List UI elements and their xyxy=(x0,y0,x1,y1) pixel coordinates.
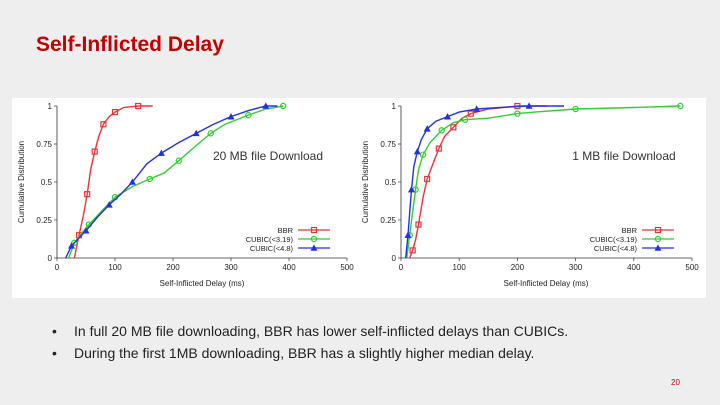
bullet-item: • During the first 1MB downloading, BBR h… xyxy=(52,342,568,364)
legend-label: BBR xyxy=(622,226,638,235)
y-axis-label: Cumulative Distribution xyxy=(361,141,370,223)
data-point xyxy=(100,121,107,128)
x-axis-label: Self-Inflicted Delay (ms) xyxy=(504,279,589,288)
series-line xyxy=(73,105,153,259)
data-point xyxy=(192,129,200,137)
bullet-text: In full 20 MB file downloading, BBR has … xyxy=(74,323,569,339)
data-point xyxy=(467,110,474,117)
data-point xyxy=(413,147,421,155)
data-point xyxy=(654,226,662,234)
data-point xyxy=(262,102,270,109)
data-point xyxy=(407,185,415,193)
data-point xyxy=(105,201,113,208)
data-point xyxy=(677,102,684,110)
data-point xyxy=(514,110,521,117)
legend-label: BBR xyxy=(278,226,294,235)
y-tick-label: 0.25 xyxy=(36,216,52,225)
y-tick-label: 0 xyxy=(392,254,397,263)
series-bbr xyxy=(73,102,153,259)
slide-title: Self-Inflicted Delay xyxy=(36,33,224,56)
data-point xyxy=(461,116,469,123)
x-axis-label: Self-Inflicted Delay (ms) xyxy=(160,279,245,288)
y-tick-label: 0.5 xyxy=(41,178,53,187)
y-tick-label: 0 xyxy=(48,254,53,263)
x-tick-label: 300 xyxy=(224,263,238,272)
chart-panel xyxy=(12,98,358,298)
x-tick-label: 100 xyxy=(453,263,467,272)
data-point xyxy=(415,221,422,228)
series-line xyxy=(409,105,547,259)
data-point xyxy=(404,231,412,238)
y-tick-label: 0.25 xyxy=(380,216,396,225)
series-bbr xyxy=(409,102,547,259)
data-point xyxy=(310,244,318,251)
x-tick-label: 500 xyxy=(340,263,354,272)
x-tick-label: 500 xyxy=(685,263,699,272)
legend-label: CUBIC(<4.8) xyxy=(250,244,294,253)
chart-title: 20 MB file Download xyxy=(213,149,323,163)
series-line xyxy=(65,105,278,259)
data-point xyxy=(424,175,431,183)
x-tick-label: 0 xyxy=(55,263,60,272)
data-point xyxy=(227,113,235,120)
bullet-list: • In full 20 MB file downloading, BBR has… xyxy=(52,320,568,364)
x-tick-label: 200 xyxy=(166,263,180,272)
x-tick-label: 200 xyxy=(511,263,525,272)
y-tick-label: 0.75 xyxy=(36,140,52,149)
y-tick-label: 1 xyxy=(48,102,53,111)
data-point xyxy=(111,108,119,116)
data-point xyxy=(146,175,153,183)
data-point xyxy=(473,105,481,112)
data-point xyxy=(245,111,252,119)
data-point xyxy=(280,102,287,110)
data-point xyxy=(423,125,431,132)
y-tick-label: 0.75 xyxy=(380,140,396,149)
data-point xyxy=(450,124,457,131)
bullet-dot: • xyxy=(52,323,57,339)
data-point xyxy=(444,113,452,120)
data-point xyxy=(175,157,182,164)
data-point xyxy=(135,102,142,110)
legend-label: CUBIC(<3.19) xyxy=(246,235,294,244)
bullet-text: During the first 1MB downloading, BBR ha… xyxy=(74,345,535,361)
series-cubic-4-8- xyxy=(65,102,278,259)
data-point xyxy=(67,242,76,249)
chart-panel xyxy=(358,98,706,298)
page-number: 20 xyxy=(671,378,680,387)
data-point xyxy=(654,235,662,243)
x-tick-label: 400 xyxy=(627,263,641,272)
data-point xyxy=(310,235,318,243)
data-point xyxy=(654,244,662,251)
data-point xyxy=(572,105,579,113)
data-point xyxy=(128,178,136,185)
data-point xyxy=(438,127,445,134)
bullet-dot: • xyxy=(52,345,57,361)
data-point xyxy=(310,226,318,234)
data-point xyxy=(525,102,533,109)
data-point xyxy=(84,191,91,198)
y-axis-label: Cumulative Distribution xyxy=(17,141,26,223)
bullet-item: • In full 20 MB file downloading, BBR has… xyxy=(52,320,568,342)
data-point xyxy=(207,130,214,137)
x-tick-label: 400 xyxy=(282,263,296,272)
data-point xyxy=(157,149,165,156)
y-tick-label: 0.5 xyxy=(385,178,397,187)
x-tick-label: 100 xyxy=(108,263,122,272)
legend-label: CUBIC(<4.8) xyxy=(594,244,638,253)
chart-title: 1 MB file Download xyxy=(572,149,675,163)
data-point xyxy=(435,145,442,152)
legend-label: CUBIC(<3.19) xyxy=(590,235,638,244)
data-point xyxy=(409,247,416,254)
data-point xyxy=(82,227,90,234)
x-tick-label: 0 xyxy=(399,263,404,272)
data-point xyxy=(419,151,427,158)
y-tick-label: 1 xyxy=(392,102,397,111)
data-point xyxy=(91,148,98,155)
x-tick-label: 300 xyxy=(569,263,583,272)
series-cubic-4-8- xyxy=(404,102,564,259)
series-line xyxy=(406,105,681,259)
